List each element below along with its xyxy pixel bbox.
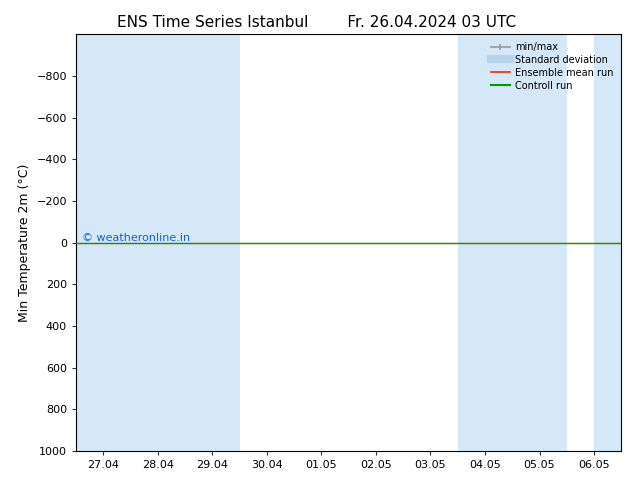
Bar bbox=[76, 34, 240, 451]
Text: ENS Time Series Istanbul        Fr. 26.04.2024 03 UTC: ENS Time Series Istanbul Fr. 26.04.2024 … bbox=[117, 15, 517, 30]
Text: © weatheronline.in: © weatheronline.in bbox=[82, 233, 190, 243]
Legend: min/max, Standard deviation, Ensemble mean run, Controll run: min/max, Standard deviation, Ensemble me… bbox=[488, 39, 616, 94]
Bar bbox=[458, 34, 567, 451]
Y-axis label: Min Temperature 2m (°C): Min Temperature 2m (°C) bbox=[18, 163, 31, 322]
Bar bbox=[594, 34, 621, 451]
